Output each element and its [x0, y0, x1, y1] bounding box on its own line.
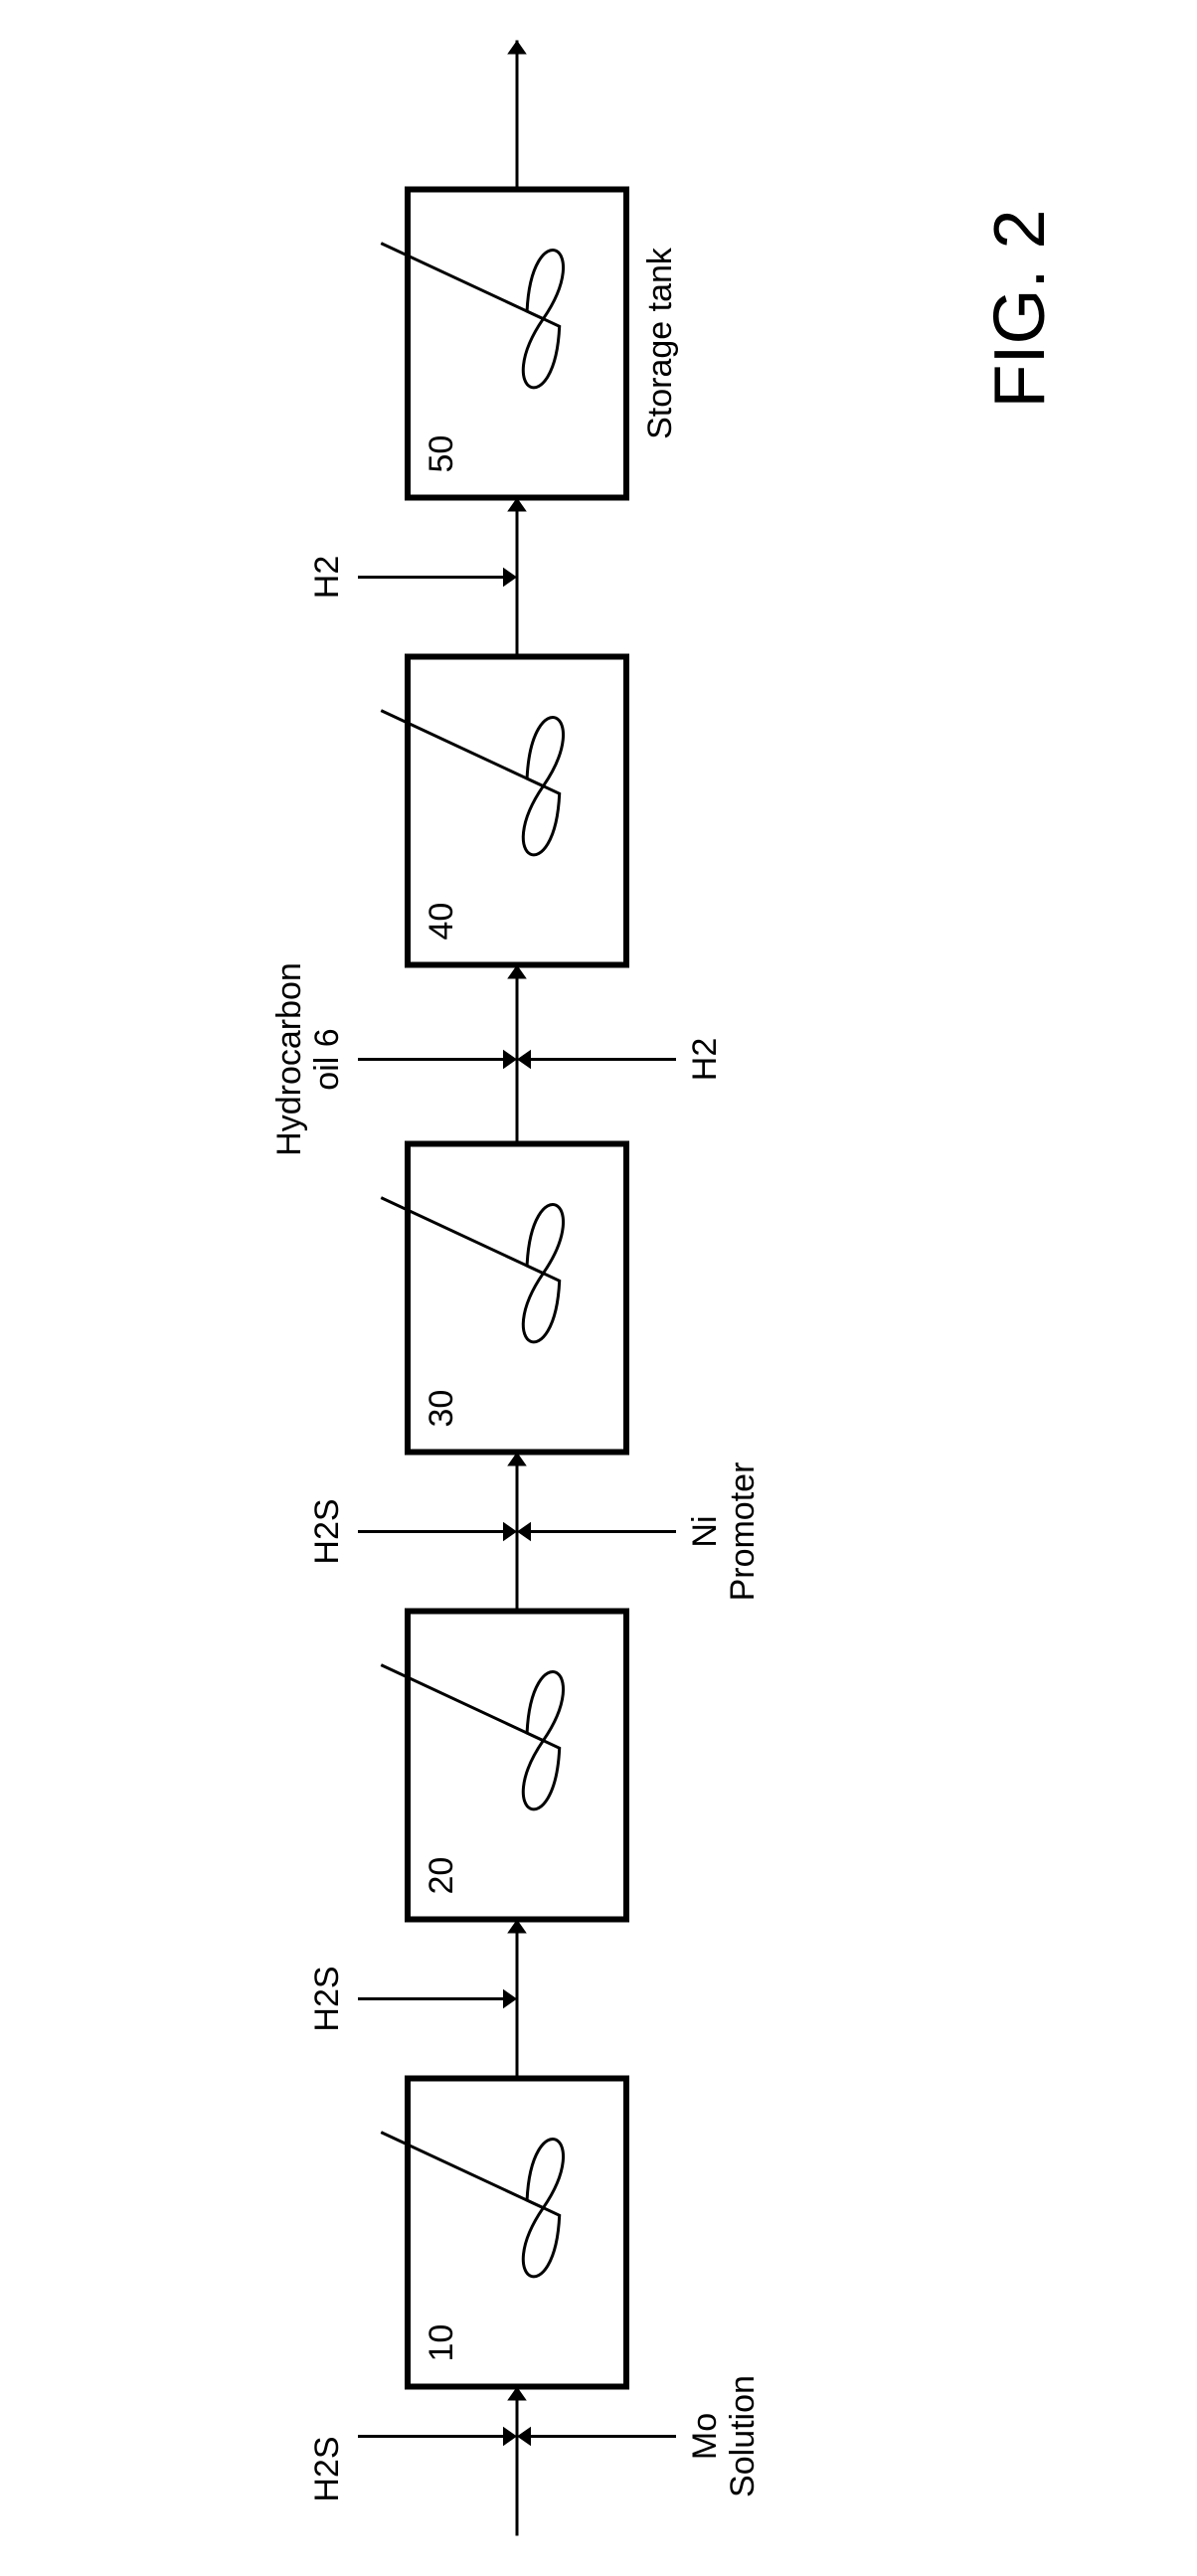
page: 10 20 30 40 50 Storage tank H2S H2S H2S Hydrocarb…	[0, 0, 1197, 2576]
tank-caption-50: Storage tank	[641, 247, 679, 439]
tank-label-30: 30	[423, 1390, 460, 1428]
figure-label: FIG. 2	[980, 209, 1060, 408]
bottom-input-label-0: Mo	[686, 2413, 724, 2460]
tank-label-40: 40	[423, 903, 460, 941]
bottom-input-label-1: Promoter	[724, 1462, 762, 1602]
top-input-label-0: H2S	[308, 2437, 346, 2502]
tank-label-50: 50	[423, 435, 460, 473]
tank-label-20: 20	[423, 1857, 460, 1895]
top-input-label-1: H2S	[308, 1966, 346, 2031]
tank-label-10: 10	[423, 2324, 460, 2362]
bottom-input-label-0: Solution	[724, 2375, 762, 2497]
bottom-input-label-1: Ni	[686, 1515, 724, 1547]
top-input-label-4: H2	[308, 556, 346, 599]
top-input-label-3: oil 6	[308, 1028, 346, 1090]
bottom-input-label-2: H2	[686, 1038, 724, 1081]
top-input-label-3: Hydrocarbon	[270, 962, 308, 1156]
drawing-canvas: 10 20 30 40 50 Storage tank H2S H2S H2S Hydrocarb…	[0, 0, 1197, 2576]
process-flow-diagram: 10 20 30 40 50 Storage tank H2S H2S H2S Hydrocarb…	[0, 0, 1197, 2576]
top-input-label-2: H2S	[308, 1498, 346, 1564]
